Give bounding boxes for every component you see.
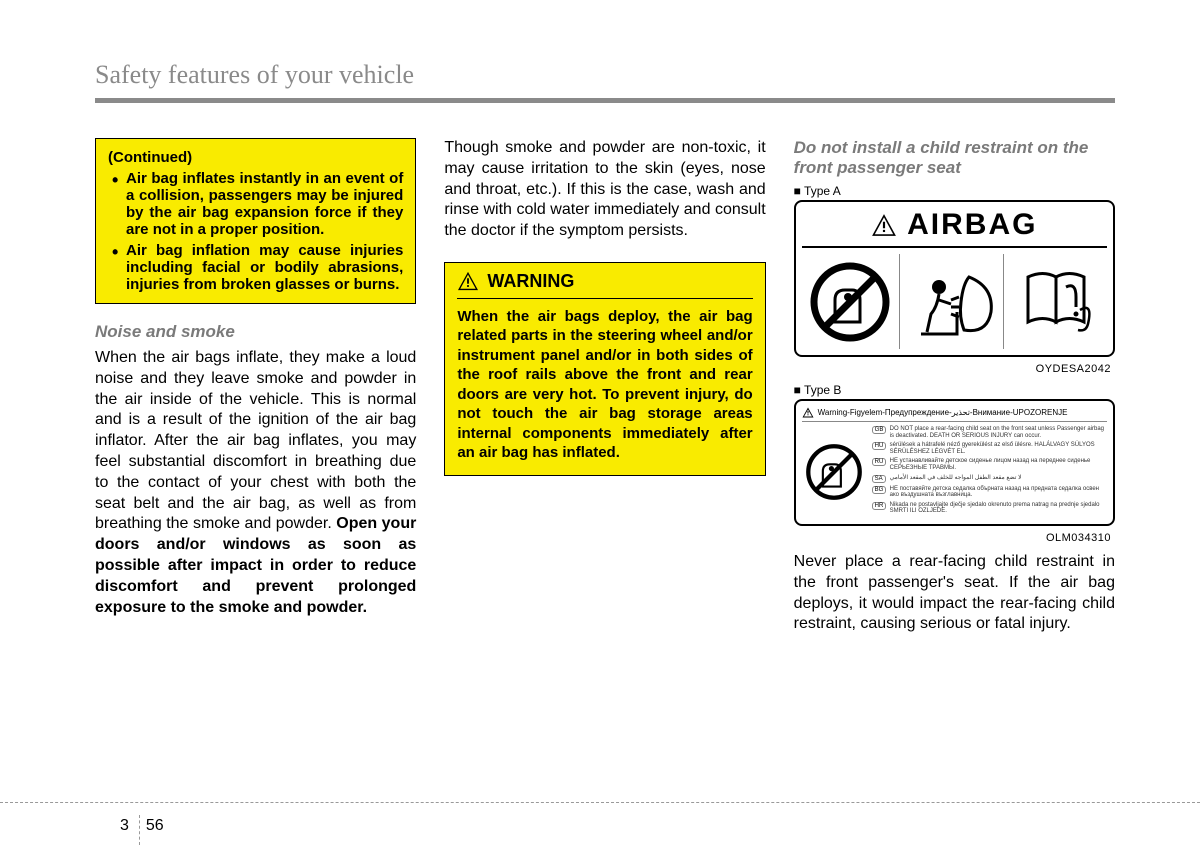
no-child-seat-icon [802, 254, 900, 349]
type-a-label: Type A [794, 184, 1115, 198]
noise-text-plain: When the air bags inflate, they make a l… [95, 349, 416, 532]
noise-body-text: When the air bags inflate, they make a l… [95, 348, 416, 618]
lang-row: GBDO NOT place a rear-facing child seat … [872, 426, 1107, 439]
footer-divider [139, 815, 140, 845]
warning-triangle-icon [802, 407, 814, 418]
continued-box: (Continued) Air bag inflates instantly i… [95, 138, 416, 304]
manual-reference-icon [1010, 254, 1107, 349]
column-1: (Continued) Air bag inflates instantly i… [95, 138, 416, 635]
type-b-languages: GBDO NOT place a rear-facing child seat … [872, 426, 1107, 518]
child-restraint-heading: Do not install a child restraint on the … [794, 138, 1115, 178]
airbag-pictogram-row [802, 254, 1107, 349]
lang-row: RUНЕ устанавливайте детское сиденье лицо… [872, 458, 1107, 471]
type-b-body: GBDO NOT place a rear-facing child seat … [802, 426, 1107, 518]
column-2: Though smoke and powder are non-toxic, i… [444, 138, 765, 635]
type-b-header: Warning-Figyelem-Предупреждение-تحذير-Вн… [802, 407, 1107, 422]
no-child-seat-icon [802, 426, 866, 518]
smoke-text: Though smoke and powder are non-toxic, i… [444, 138, 765, 242]
page-container: Safety features of your vehicle (Continu… [0, 0, 1200, 675]
noise-heading: Noise and smoke [95, 322, 416, 342]
type-b-label: Type B [794, 383, 1115, 397]
content-columns: (Continued) Air bag inflates instantly i… [95, 138, 1115, 635]
figure-type-b: Warning-Figyelem-Предупреждение-تحذير-Вн… [794, 399, 1115, 526]
section-number: 3 [120, 817, 129, 835]
airbag-title-row: AIRBAG [802, 208, 1107, 248]
lang-row: SAلا تضع مقعد الطفل المواجه للخلف في الم… [872, 475, 1107, 483]
warning-header: WARNING [457, 271, 752, 299]
warning-label: WARNING [487, 271, 574, 292]
page-footer: 3 56 [0, 802, 1200, 841]
child-restraint-text: Never place a rear-facing child restrain… [794, 552, 1115, 635]
warning-triangle-icon [871, 213, 897, 237]
page-number: 56 [146, 817, 164, 835]
lang-row: HRNikada ne postavljajte dječje sjedalo … [872, 502, 1107, 515]
continued-list: Air bag inflates instantly in an event o… [108, 170, 403, 293]
figure-code-b: OLM034310 [794, 532, 1115, 544]
warning-body: When the air bags deploy, the air bag re… [457, 307, 752, 463]
warning-box: WARNING When the air bags deploy, the ai… [444, 262, 765, 476]
figure-type-a: AIRBAG [794, 200, 1115, 357]
continued-bullet-2: Air bag inflation may cause injuries inc… [108, 242, 403, 293]
lang-row: BGНЕ поставяйте детска седалка обърната … [872, 486, 1107, 499]
type-b-header-text: Warning-Figyelem-Предупреждение-تحذير-Вн… [818, 408, 1068, 417]
airbag-impact-icon [906, 254, 1004, 349]
continued-bullet-1: Air bag inflates instantly in an event o… [108, 170, 403, 238]
header-rule [95, 98, 1115, 103]
page-title: Safety features of your vehicle [95, 60, 1115, 90]
airbag-title-text: AIRBAG [907, 208, 1037, 242]
lang-row: HUsérülések a hátrafelé néző gyerekülést… [872, 442, 1107, 455]
warning-triangle-icon [457, 271, 479, 291]
figure-code-a: OYDESA2042 [794, 363, 1115, 375]
column-3: Do not install a child restraint on the … [794, 138, 1115, 635]
continued-label: (Continued) [108, 149, 403, 166]
